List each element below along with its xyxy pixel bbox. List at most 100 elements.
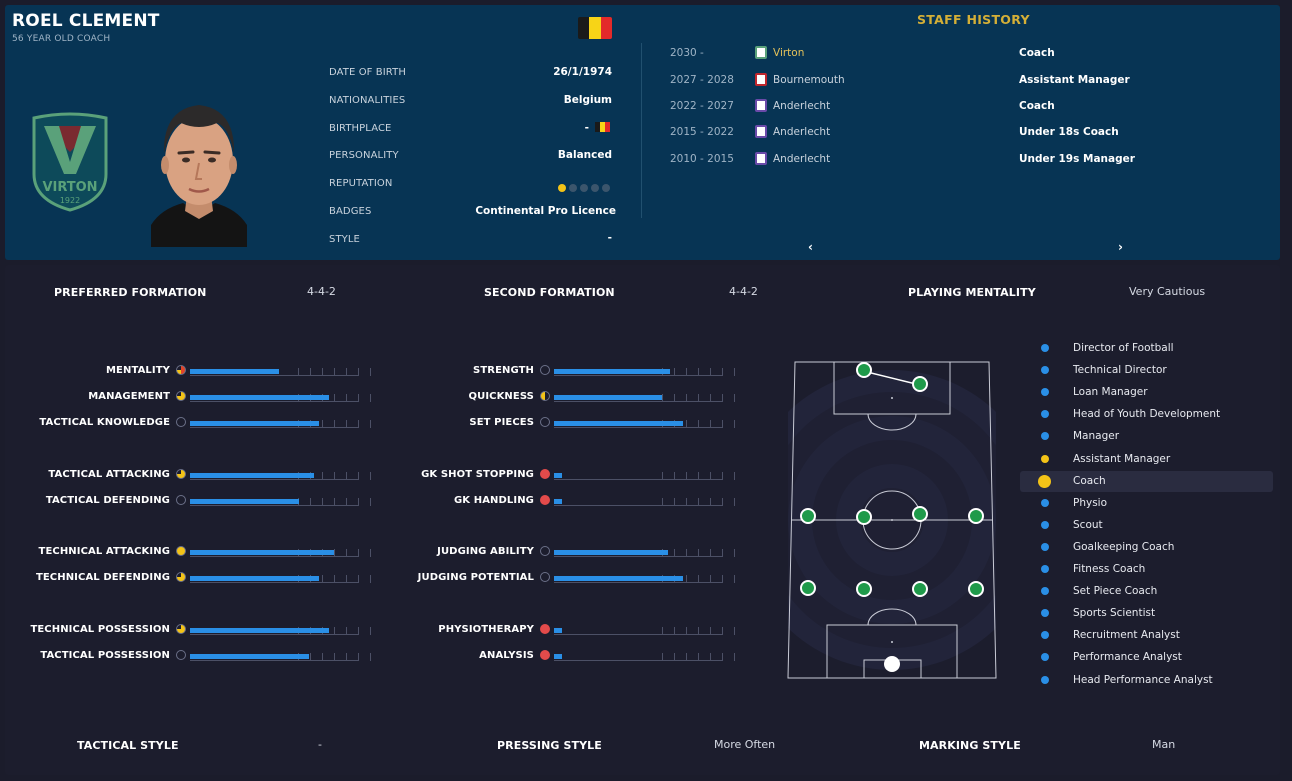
playing-mentality-value: Very Cautious	[1129, 285, 1206, 298]
nationalities-value[interactable]: Belgium	[563, 94, 612, 106]
centre-spot	[891, 519, 893, 521]
role-dot-icon	[1041, 609, 1049, 618]
role-label: Loan Manager	[1073, 386, 1148, 399]
role-item[interactable]: Manager	[1020, 426, 1273, 447]
history-club-link[interactable]: Anderlecht	[773, 100, 831, 112]
badges-value: Continental Pro Licence	[475, 205, 616, 217]
role-dot-icon	[1041, 498, 1049, 507]
style-label: STYLE	[329, 234, 360, 245]
personality-label: PERSONALITY	[329, 150, 399, 161]
player-marker[interactable]	[912, 506, 928, 522]
attribute-bar-fill	[190, 550, 335, 555]
history-club-link[interactable]: Anderlecht	[773, 126, 831, 138]
attribute-trend-icon	[540, 650, 550, 660]
club-crest-icon[interactable]: VIRTON 1922	[30, 112, 110, 212]
reputation-star-icon	[591, 184, 599, 192]
role-dot-icon	[1041, 454, 1049, 463]
anderlecht-badge-icon[interactable]	[755, 125, 767, 138]
dob-value: 26/1/1974	[553, 66, 612, 78]
nationality-flag-icon	[578, 17, 612, 39]
role-item[interactable]: Assistant Manager	[1020, 449, 1273, 470]
staff-age-role: 56 YEAR OLD COACH	[12, 34, 111, 44]
role-dot-icon	[1041, 675, 1049, 684]
role-item[interactable]: Goalkeeping Coach	[1020, 537, 1273, 558]
attribute-label: MANAGEMENT	[88, 391, 170, 402]
player-marker[interactable]	[912, 376, 928, 392]
player-marker[interactable]	[856, 581, 872, 597]
attribute-trend-icon	[540, 495, 550, 505]
role-label: Director of Football	[1073, 342, 1174, 354]
player-marker[interactable]	[968, 581, 984, 597]
second-formation-value: 4-4-2	[729, 285, 758, 298]
player-marker[interactable]	[912, 581, 928, 597]
attribute-bar	[190, 420, 371, 428]
history-club-link[interactable]: Bournemouth	[773, 74, 845, 86]
player-marker[interactable]	[856, 362, 872, 378]
marking-style-value: Man	[1152, 738, 1176, 751]
tactical-style-value: -	[318, 738, 322, 751]
formation-pitch[interactable]	[785, 360, 999, 680]
attribute-trend-icon	[176, 624, 186, 634]
history-role: Under 19s Manager	[1019, 153, 1135, 165]
attribute-label: TACTICAL POSSESSION	[40, 650, 170, 661]
playing-mentality-label: PLAYING MENTALITY	[908, 286, 1036, 299]
forward-link	[862, 370, 921, 386]
attribute-bar	[554, 472, 735, 480]
bournemouth-badge-icon[interactable]	[755, 73, 767, 86]
history-role: Under 18s Coach	[1019, 126, 1119, 138]
chevron-right-icon: ›	[1118, 240, 1123, 254]
virton-badge-icon[interactable]	[755, 46, 767, 59]
role-item[interactable]: Coach	[1020, 470, 1273, 492]
role-item[interactable]: Performance Analyst	[1020, 647, 1273, 668]
attribute-trend-icon	[176, 365, 186, 375]
history-years: 2030 -	[670, 47, 704, 59]
role-item[interactable]: Loan Manager	[1020, 382, 1273, 403]
role-item[interactable]: Physio	[1020, 493, 1273, 514]
player-marker[interactable]	[800, 508, 816, 524]
role-item[interactable]: Head of Youth Development	[1020, 404, 1273, 425]
role-item[interactable]: Scout	[1020, 515, 1273, 536]
attribute-label: TACTICAL ATTACKING	[48, 469, 170, 480]
attribute-trend-icon	[176, 469, 186, 479]
staff-name: ROEL CLEMENT	[12, 11, 160, 31]
player-marker[interactable]	[968, 508, 984, 524]
reputation-star-icon	[569, 184, 577, 192]
attribute-bar	[554, 549, 735, 557]
role-item[interactable]: Director of Football	[1020, 338, 1273, 359]
attribute-trend-icon	[176, 572, 186, 582]
goalkeeper-marker[interactable]	[884, 656, 900, 672]
role-dot-icon	[1041, 432, 1049, 441]
history-prev-button[interactable]: ‹	[808, 240, 813, 254]
anderlecht-badge-icon[interactable]	[755, 99, 767, 112]
role-item[interactable]: Set Piece Coach	[1020, 581, 1273, 602]
formation-players	[800, 362, 984, 672]
attribute-label: TECHNICAL ATTACKING	[38, 546, 170, 557]
attribute-bar-fill	[190, 473, 315, 478]
player-marker[interactable]	[800, 580, 816, 596]
history-club-link[interactable]: Virton	[773, 47, 805, 59]
attribute-bar-fill	[190, 421, 320, 426]
attribute-trend-icon	[540, 469, 550, 479]
history-club-link[interactable]: Anderlecht	[773, 153, 831, 165]
role-item[interactable]: Sports Scientist	[1020, 603, 1273, 624]
nationalities-label: NATIONALITIES	[329, 95, 406, 106]
reputation-star-icon	[602, 184, 610, 192]
player-marker[interactable]	[856, 509, 872, 525]
role-label: Sports Scientist	[1073, 607, 1156, 620]
attribute-label: TECHNICAL DEFENDING	[35, 572, 170, 583]
role-item[interactable]: Head Performance Analyst	[1020, 670, 1273, 691]
role-label: Technical Director	[1073, 364, 1167, 377]
role-item[interactable]: Fitness Coach	[1020, 559, 1273, 580]
attribute-bar	[190, 653, 371, 661]
attribute-bar-fill	[190, 499, 300, 504]
history-next-button[interactable]: ›	[1118, 240, 1123, 254]
attribute-bar	[190, 368, 371, 376]
role-item[interactable]: Recruitment Analyst	[1020, 625, 1273, 646]
role-item[interactable]: Technical Director	[1020, 360, 1273, 381]
history-role: Coach	[1019, 100, 1055, 112]
staff-photo	[151, 105, 247, 247]
marking-style-label: MARKING STYLE	[919, 739, 1021, 752]
anderlecht-badge-icon[interactable]	[755, 152, 767, 165]
role-label: Goalkeeping Coach	[1073, 540, 1175, 553]
history-years: 2015 - 2022	[670, 126, 734, 138]
